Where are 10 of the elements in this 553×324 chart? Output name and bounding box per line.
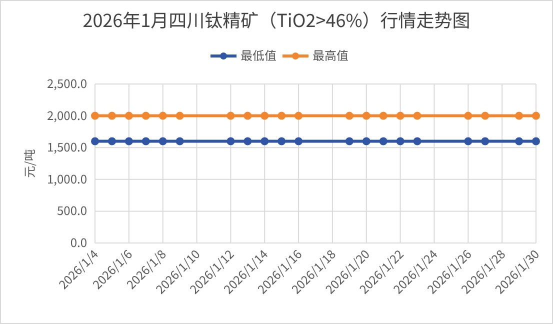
y-tick-label: 0.0 <box>70 234 88 251</box>
legend-label: 最高值 <box>312 47 349 64</box>
y-tick-label: 2,500.0 <box>47 75 88 92</box>
legend-label: 最低值 <box>240 47 277 64</box>
y-tick-label: 2,000.0 <box>47 106 88 124</box>
chart-title: 2026年1月四川钛精矿（TiO2>46%）行情走势图 <box>82 7 470 33</box>
y-tick-label: 1,000.0 <box>47 170 88 188</box>
y-tick-label: 500.0 <box>57 202 88 220</box>
y-tick-label: 1,500.0 <box>47 138 88 156</box>
y-axis-title: 元/吨 <box>21 149 38 178</box>
